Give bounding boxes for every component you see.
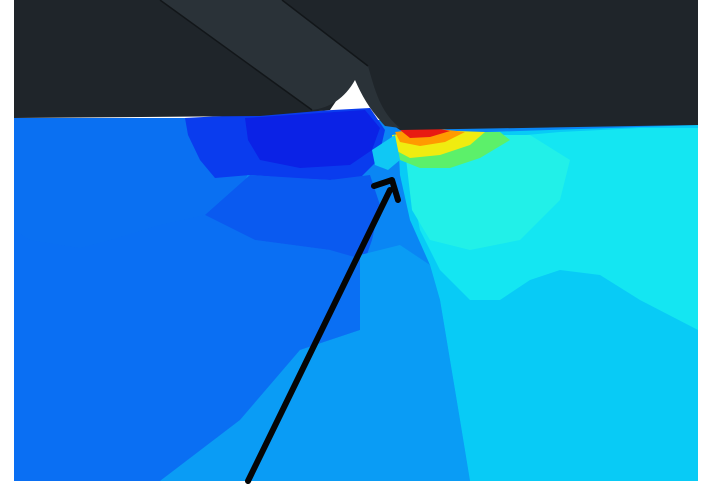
contour-light-blue-center <box>160 245 470 481</box>
contour-darkest-blue <box>245 110 380 168</box>
contour-blue-band <box>14 118 250 248</box>
contour-mid-blue <box>205 175 380 260</box>
cutting-tool-edge-line-2 <box>281 0 369 67</box>
contour-contact-wedge <box>372 135 400 170</box>
pointer-arrow-head <box>371 177 401 203</box>
cutting-tool-edge <box>160 0 400 128</box>
cutting-tool-edge-line <box>159 0 313 111</box>
pointer-arrow-shaft <box>245 187 393 484</box>
